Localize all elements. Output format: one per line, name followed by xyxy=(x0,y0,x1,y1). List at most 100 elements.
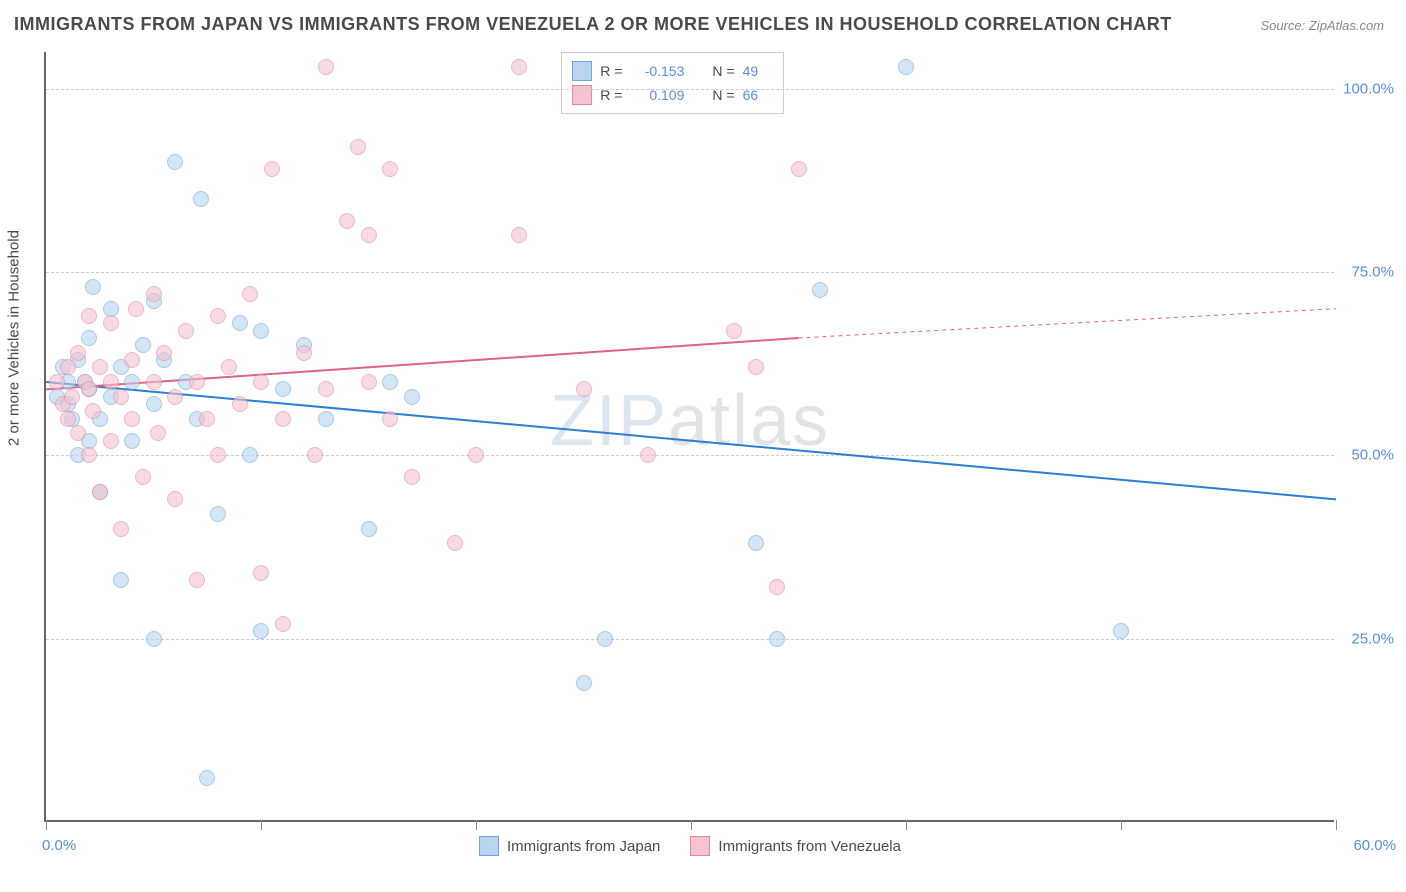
scatter-point xyxy=(350,139,366,155)
scatter-point xyxy=(199,770,215,786)
scatter-point xyxy=(232,315,248,331)
scatter-point xyxy=(167,389,183,405)
scatter-point xyxy=(103,433,119,449)
scatter-point xyxy=(199,411,215,427)
legend-stats: R = -0.153 N = 49 R = 0.109 N = 66 xyxy=(561,52,783,114)
scatter-point xyxy=(748,535,764,551)
n-label: N = xyxy=(712,63,734,79)
scatter-point xyxy=(156,345,172,361)
n-value-japan: 49 xyxy=(743,63,773,79)
scatter-point xyxy=(382,161,398,177)
scatter-point xyxy=(146,631,162,647)
gridline-h xyxy=(46,89,1334,90)
watermark: ZIPatlas xyxy=(550,380,830,462)
legend-bottom: Immigrants from Japan Immigrants from Ve… xyxy=(479,836,901,856)
plot-area: ZIPatlas R = -0.153 N = 49 R = 0.109 N =… xyxy=(44,52,1334,822)
legend-swatch-venezuela xyxy=(690,836,710,856)
xtick xyxy=(261,820,262,830)
scatter-point xyxy=(511,59,527,75)
scatter-point xyxy=(640,447,656,463)
scatter-point xyxy=(92,359,108,375)
xtick xyxy=(691,820,692,830)
ytick-label: 100.0% xyxy=(1339,80,1394,97)
scatter-point xyxy=(167,154,183,170)
scatter-point xyxy=(124,374,140,390)
scatter-point xyxy=(60,411,76,427)
scatter-point xyxy=(382,374,398,390)
scatter-point xyxy=(1113,623,1129,639)
scatter-point xyxy=(210,447,226,463)
scatter-point xyxy=(769,579,785,595)
scatter-point xyxy=(404,389,420,405)
gridline-h xyxy=(46,455,1334,456)
scatter-point xyxy=(447,535,463,551)
scatter-point xyxy=(726,323,742,339)
scatter-point xyxy=(898,59,914,75)
chart-container: IMMIGRANTS FROM JAPAN VS IMMIGRANTS FROM… xyxy=(0,0,1406,892)
scatter-point xyxy=(275,381,291,397)
scatter-point xyxy=(85,279,101,295)
ytick-label: 25.0% xyxy=(1339,630,1394,647)
scatter-point xyxy=(576,675,592,691)
scatter-point xyxy=(361,227,377,243)
ytick-label: 75.0% xyxy=(1339,264,1394,281)
scatter-point xyxy=(146,286,162,302)
scatter-point xyxy=(307,447,323,463)
scatter-point xyxy=(135,469,151,485)
r-value-japan: -0.153 xyxy=(630,63,684,79)
xtick xyxy=(1336,820,1337,830)
legend-swatch-japan xyxy=(572,61,592,81)
scatter-point xyxy=(275,616,291,632)
scatter-point xyxy=(167,491,183,507)
scatter-point xyxy=(146,396,162,412)
scatter-point xyxy=(210,308,226,324)
scatter-point xyxy=(124,433,140,449)
scatter-point xyxy=(150,425,166,441)
scatter-point xyxy=(511,227,527,243)
scatter-point xyxy=(178,323,194,339)
scatter-point xyxy=(318,381,334,397)
scatter-point xyxy=(193,191,209,207)
scatter-point xyxy=(113,389,129,405)
scatter-point xyxy=(253,374,269,390)
scatter-point xyxy=(468,447,484,463)
chart-title: IMMIGRANTS FROM JAPAN VS IMMIGRANTS FROM… xyxy=(14,14,1172,35)
y-axis-label: 2 or more Vehicles in Household xyxy=(6,230,23,446)
scatter-point xyxy=(124,411,140,427)
watermark-atlas: atlas xyxy=(668,381,830,461)
scatter-point xyxy=(81,447,97,463)
legend-swatch-japan xyxy=(479,836,499,856)
scatter-point xyxy=(189,374,205,390)
gridline-h xyxy=(46,272,1334,273)
scatter-point xyxy=(812,282,828,298)
trend-line-dash-1 xyxy=(799,309,1337,338)
legend-stats-row: R = 0.109 N = 66 xyxy=(572,83,772,107)
scatter-point xyxy=(92,484,108,500)
r-label: R = xyxy=(600,63,622,79)
xtick xyxy=(1121,820,1122,830)
scatter-point xyxy=(597,631,613,647)
scatter-point xyxy=(103,315,119,331)
legend-item-japan: Immigrants from Japan xyxy=(479,836,660,856)
scatter-point xyxy=(210,506,226,522)
scatter-point xyxy=(242,286,258,302)
scatter-point xyxy=(113,572,129,588)
scatter-point xyxy=(221,359,237,375)
scatter-point xyxy=(361,374,377,390)
scatter-point xyxy=(103,301,119,317)
scatter-point xyxy=(253,623,269,639)
scatter-point xyxy=(318,411,334,427)
trend-lines-svg xyxy=(46,52,1336,822)
scatter-point xyxy=(361,521,377,537)
scatter-point xyxy=(576,381,592,397)
ytick-label: 50.0% xyxy=(1339,447,1394,464)
legend-label-japan: Immigrants from Japan xyxy=(507,838,660,855)
scatter-point xyxy=(70,425,86,441)
xtick-label-max: 60.0% xyxy=(1353,837,1396,854)
scatter-point xyxy=(264,161,280,177)
gridline-h xyxy=(46,639,1334,640)
scatter-point xyxy=(85,403,101,419)
scatter-point xyxy=(382,411,398,427)
scatter-point xyxy=(296,345,312,361)
scatter-point xyxy=(64,389,80,405)
